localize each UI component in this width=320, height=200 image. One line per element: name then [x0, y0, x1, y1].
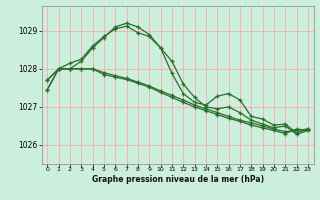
X-axis label: Graphe pression niveau de la mer (hPa): Graphe pression niveau de la mer (hPa) — [92, 175, 264, 184]
